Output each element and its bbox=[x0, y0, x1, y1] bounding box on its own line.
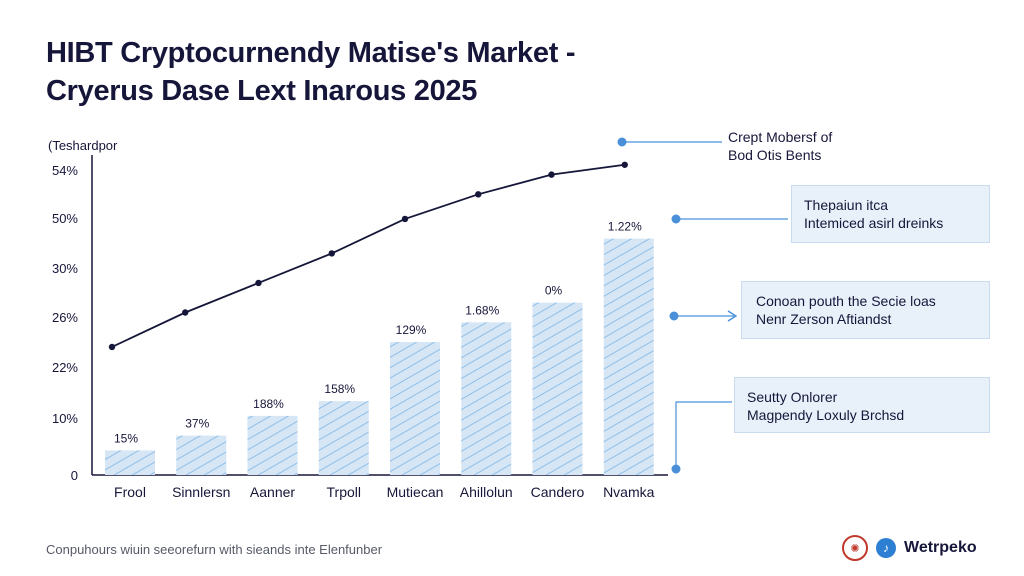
seal-icon: ✺ bbox=[842, 535, 868, 561]
trend-point bbox=[621, 161, 628, 168]
x-tick-label: Candero bbox=[531, 484, 585, 500]
callout-2-line-1: Thepaiun itca bbox=[804, 197, 889, 213]
y-tick-label: 50% bbox=[52, 211, 78, 226]
x-tick-label: Aanner bbox=[250, 484, 295, 500]
x-tick-label: Mutiecan bbox=[387, 484, 444, 500]
y-tick-label: 54% bbox=[52, 163, 78, 178]
callout-4-line-2: Magpendy Loxuly Brchsd bbox=[747, 407, 905, 423]
bar-value-label: 1.68% bbox=[465, 303, 499, 317]
x-tick-label: Sinnlersn bbox=[172, 484, 230, 500]
bar-value-label: 37% bbox=[185, 417, 209, 431]
callout-1-line-2: Bod Otis Bents bbox=[728, 147, 822, 163]
callout-4-line-1: Seutty Onlorer bbox=[747, 389, 838, 405]
x-tick-label: Ahillolun bbox=[460, 484, 513, 500]
y-tick-label: 0 bbox=[71, 468, 78, 483]
bar-value-label: 1.22% bbox=[608, 220, 642, 234]
bar-value-label: 15% bbox=[114, 431, 138, 445]
connector-line bbox=[675, 401, 732, 466]
connector-dot bbox=[669, 311, 679, 321]
bar-value-label: 158% bbox=[324, 382, 355, 396]
bar bbox=[461, 322, 512, 475]
footer-note: Conpuhours wiuin seeorefurn with sieands… bbox=[46, 542, 383, 557]
bar-value-label: 188% bbox=[253, 397, 284, 411]
callout-4: Seutty Onlorer Magpendy Loxuly Brchsd bbox=[734, 377, 990, 433]
connector-dot bbox=[671, 464, 681, 474]
bar-value-label: 129% bbox=[396, 323, 427, 337]
music-note-icon: ♪ bbox=[876, 538, 896, 558]
connector-dot bbox=[617, 137, 627, 147]
y-tick-label: 30% bbox=[52, 261, 78, 276]
trend-point bbox=[255, 279, 262, 287]
x-tick-label: Frool bbox=[114, 484, 146, 500]
callout-3-line-1: Conoan pouth the Secie loas bbox=[756, 293, 936, 309]
bar bbox=[176, 435, 227, 475]
trend-line bbox=[111, 163, 625, 348]
x-tick-label: Trpoll bbox=[327, 484, 362, 500]
callout-2: Thepaiun itca Intemiced asirl dreinks bbox=[791, 185, 990, 243]
y-tick-label: 22% bbox=[52, 360, 78, 375]
x-tick-label: Nvamka bbox=[603, 484, 655, 500]
bar bbox=[603, 238, 654, 475]
chart-title: HIBT Cryptocurnendy Matise's Market - Cr… bbox=[46, 34, 575, 110]
bar bbox=[247, 415, 298, 475]
trend-point bbox=[548, 171, 555, 178]
callout-1-line-1: Crept Mobersf of bbox=[728, 129, 833, 145]
y-axis-label: (Teshardpor bbox=[48, 138, 118, 153]
bar bbox=[318, 401, 369, 475]
callout-3: Conoan pouth the Secie loas Nenr Zerson … bbox=[741, 281, 990, 339]
y-tick-label: 26% bbox=[52, 310, 78, 325]
bar-value-label: 0% bbox=[545, 284, 563, 298]
y-tick-label: 10% bbox=[52, 411, 78, 426]
brand-name: Wetrpeko bbox=[904, 539, 977, 556]
title-line-2: Cryerus Dase Lext Inarous 2025 bbox=[46, 75, 478, 107]
title-line-1: HIBT Cryptocurnendy Matise's Market - bbox=[46, 37, 576, 69]
trend-point bbox=[401, 215, 409, 223]
callout-2-line-2: Intemiced asirl dreinks bbox=[804, 215, 944, 231]
connector-arrow bbox=[727, 310, 738, 322]
trend-point bbox=[108, 343, 116, 351]
trend-point bbox=[475, 191, 482, 198]
bar bbox=[532, 302, 583, 475]
callout-1: Crept Mobersf of Bod Otis Bents bbox=[728, 128, 832, 164]
callout-3-line-2: Nenr Zerson Aftiandst bbox=[756, 311, 892, 327]
bar bbox=[105, 450, 155, 475]
brand: ✺ ♪ Wetrpeko bbox=[842, 535, 977, 561]
connector-dot bbox=[671, 214, 681, 224]
trend-point bbox=[328, 250, 335, 257]
trend-point bbox=[182, 309, 189, 316]
bar bbox=[390, 342, 440, 475]
